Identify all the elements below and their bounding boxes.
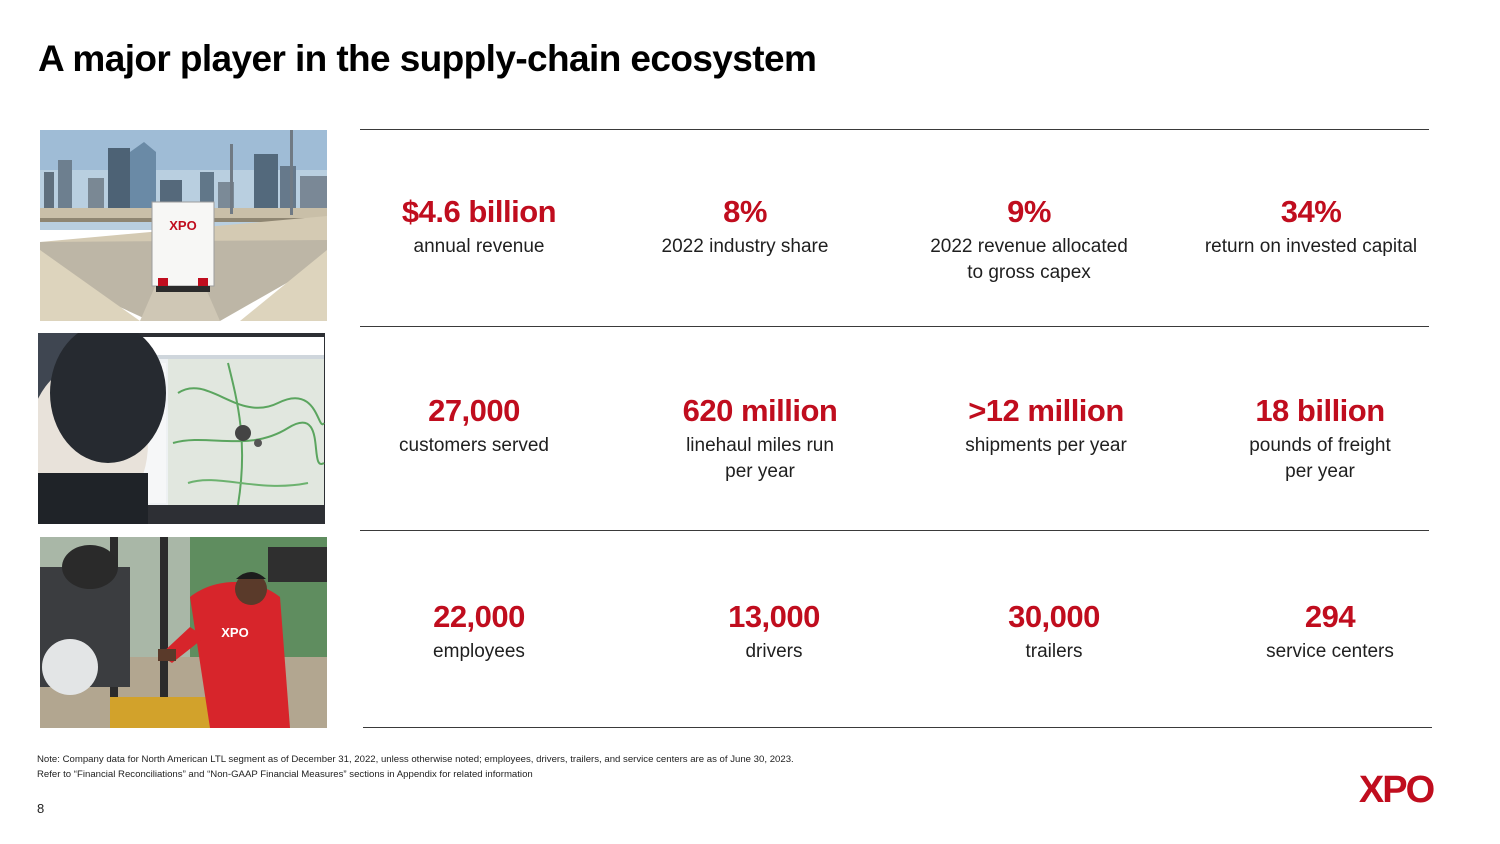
row-divider-2: [360, 530, 1429, 531]
dispatcher-monitor-photo: [38, 333, 325, 524]
stat-freight-pounds: 18 billion pounds of freight per year: [1185, 393, 1455, 485]
stat-value: 13,000: [728, 599, 820, 634]
stat-label: linehaul miles run per year: [686, 435, 834, 482]
stat-label: 2022 industry share: [661, 236, 829, 257]
stat-value: 18 billion: [1255, 393, 1385, 428]
stat-label: shipments per year: [965, 435, 1127, 456]
stat-label: trailers: [1025, 641, 1083, 662]
stat-label: return on invested capital: [1204, 236, 1418, 257]
stat-drivers: 13,000 drivers: [639, 599, 909, 665]
footnote-line-2: Refer to “Financial Reconciliations” and…: [37, 769, 533, 780]
stat-employees: 22,000 employees: [344, 599, 614, 665]
stat-value: 9%: [1007, 194, 1051, 229]
stat-label: 2022 revenue allocated to gross capex: [930, 236, 1128, 283]
stat-value: 34%: [1280, 194, 1342, 229]
stat-label: employees: [433, 641, 525, 662]
xpo-logo: XPO: [1352, 769, 1440, 811]
stat-label: annual revenue: [413, 236, 545, 257]
row-divider-bottom: [363, 727, 1432, 728]
stat-label: pounds of freight per year: [1249, 435, 1391, 482]
stat-value: $4.6 billion: [401, 194, 557, 229]
page-number: 8: [37, 801, 45, 816]
stat-linehaul-miles: 620 million linehaul miles run per year: [625, 393, 895, 485]
stat-trailers: 30,000 trailers: [919, 599, 1189, 665]
row-divider-1: [360, 326, 1429, 327]
stat-label: service centers: [1266, 641, 1394, 662]
hoodie-logo-text: XPO: [221, 625, 248, 640]
logo-text: XPO: [1359, 770, 1434, 806]
footnote-line-1: Note: Company data for North American LT…: [37, 754, 794, 765]
stat-service-centers: 294 service centers: [1195, 599, 1465, 665]
stat-value: 8%: [723, 194, 767, 229]
truck-logo-text: XPO: [169, 218, 196, 233]
stat-value: 294: [1304, 599, 1356, 634]
handshake-photo: XPO: [40, 537, 327, 728]
stat-gross-capex: 9% 2022 revenue allocated to gross capex: [894, 194, 1164, 286]
stat-label: customers served: [399, 435, 549, 456]
row-divider-top: [360, 129, 1429, 130]
stat-value: 27,000: [428, 393, 520, 428]
stat-value: 22,000: [433, 599, 525, 634]
truck-highway-photo: XPO: [40, 130, 327, 321]
stat-customers: 27,000 customers served: [339, 393, 609, 459]
page-title: A major player in the supply-chain ecosy…: [38, 38, 817, 79]
stat-value: >12 million: [968, 393, 1124, 428]
stat-label: drivers: [745, 641, 803, 662]
stat-value: 620 million: [682, 393, 838, 428]
stat-roic: 34% return on invested capital: [1176, 194, 1446, 260]
stat-shipments: >12 million shipments per year: [911, 393, 1181, 459]
stat-value: 30,000: [1008, 599, 1100, 634]
stat-annual-revenue: $4.6 billion annual revenue: [344, 194, 614, 260]
stat-industry-share: 8% 2022 industry share: [610, 194, 880, 260]
